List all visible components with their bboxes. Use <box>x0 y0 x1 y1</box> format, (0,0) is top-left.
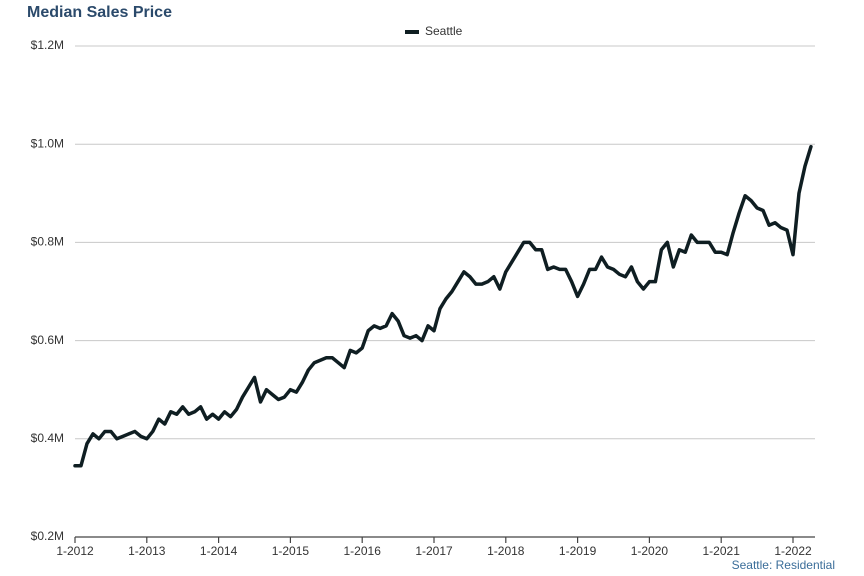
y-tick-label: $0.4M <box>31 431 64 445</box>
x-tick-label: 1-2020 <box>631 544 669 558</box>
x-tick-label: 1-2019 <box>559 544 597 558</box>
chart-title: Median Sales Price <box>27 4 172 21</box>
y-tick-label: $0.8M <box>31 235 64 249</box>
x-tick-label: 1-2018 <box>487 544 525 558</box>
x-tick-label: 1-2013 <box>128 544 166 558</box>
x-tick-label: 1-2022 <box>774 544 812 558</box>
x-tick-label: 1-2017 <box>415 544 453 558</box>
x-tick-label: 1-2014 <box>200 544 238 558</box>
y-tick-label: $1.0M <box>31 136 64 150</box>
series-line <box>73 144 813 468</box>
y-tick-label: $1.2M <box>31 38 64 52</box>
x-tick-label: 1-2021 <box>703 544 741 558</box>
source-note: Seattle: Residential <box>732 558 835 572</box>
y-tick-label: $0.6M <box>31 333 64 347</box>
x-tick-label: 1-2012 <box>56 544 94 558</box>
x-tick-label: 1-2015 <box>272 544 310 558</box>
legend-label: Seattle <box>425 24 463 38</box>
y-tick-label: $0.2M <box>31 529 64 543</box>
x-tick-label: 1-2016 <box>344 544 382 558</box>
